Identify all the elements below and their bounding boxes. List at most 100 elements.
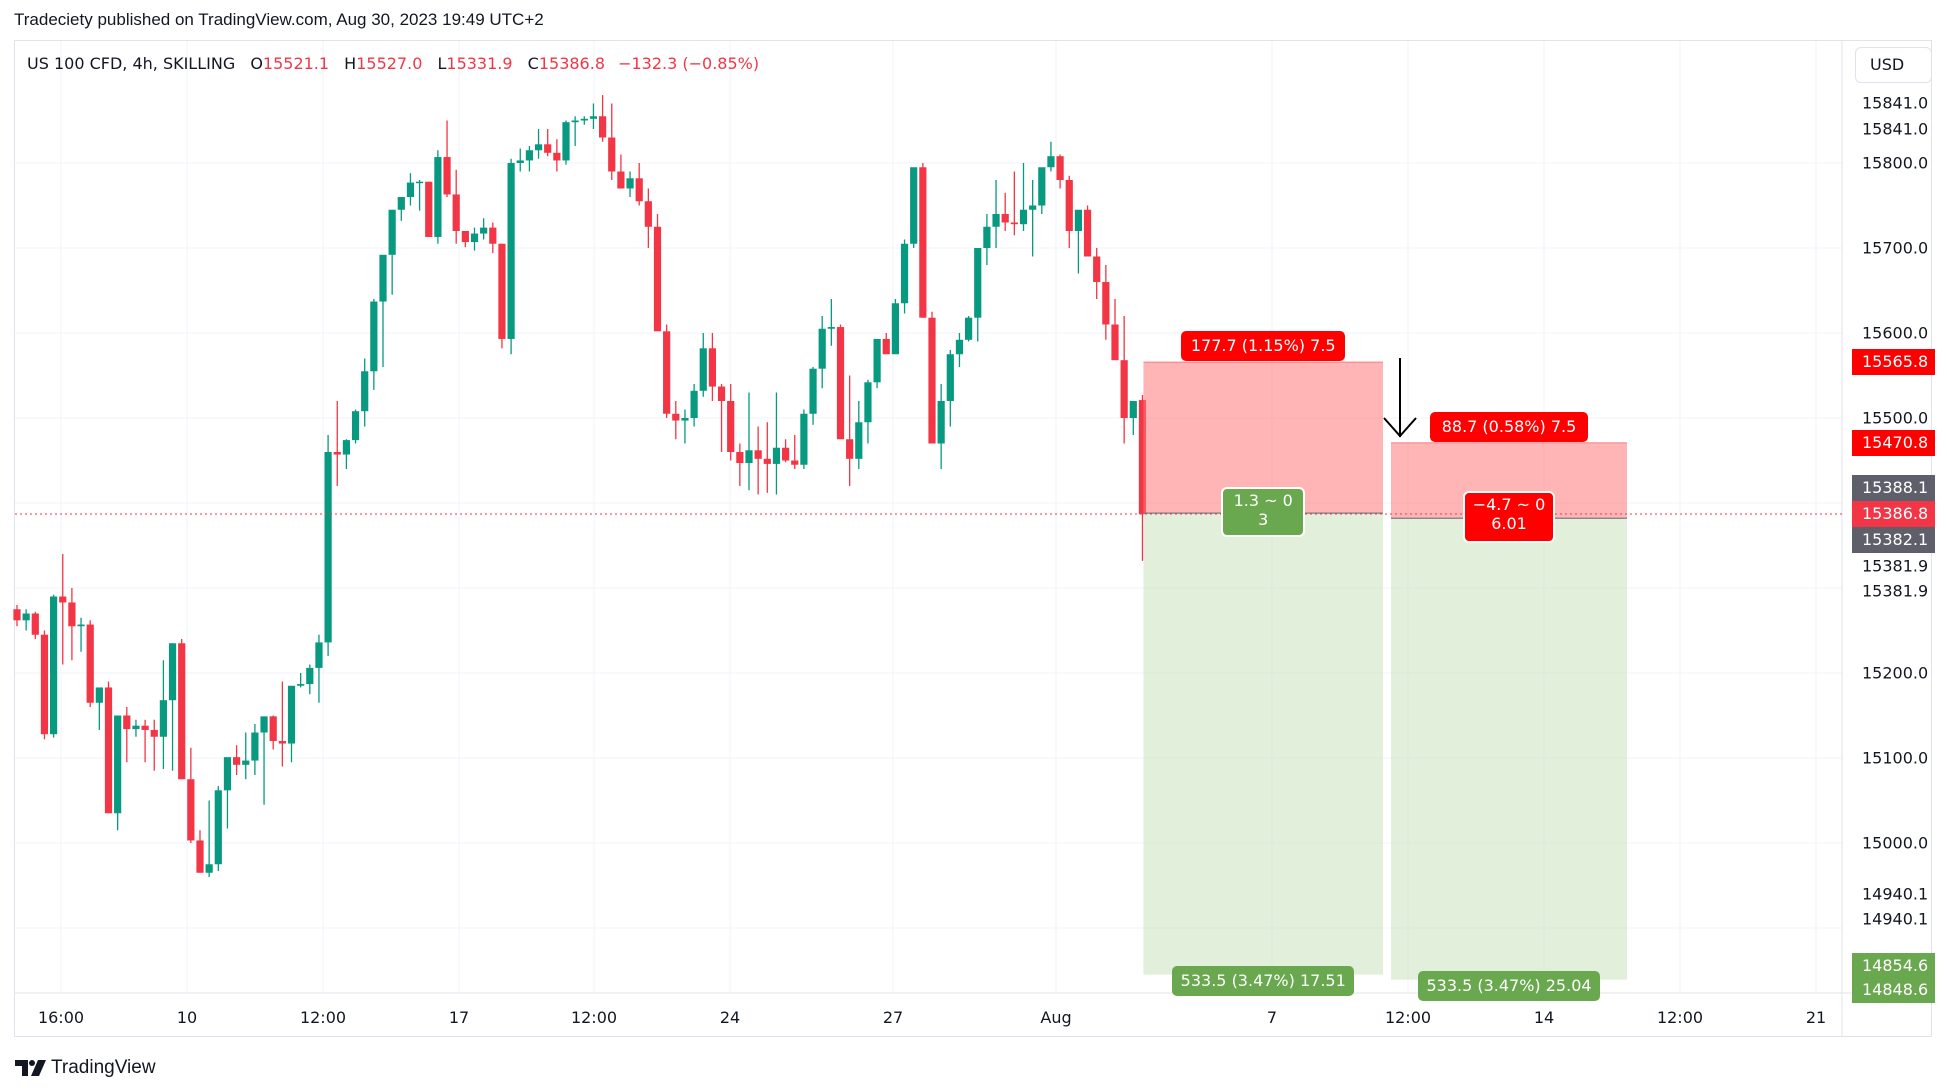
candle <box>443 120 451 197</box>
price-axis-label: 15800.0 <box>1862 153 1929 173</box>
candle <box>836 324 845 440</box>
time-axis-label: 24 <box>719 1008 741 1027</box>
price-tag: 15565.8 <box>1852 349 1935 375</box>
price-tag: 15470.8 <box>1852 430 1935 456</box>
short-position-2[interactable] <box>1391 442 1627 980</box>
candle <box>1038 167 1046 214</box>
candle <box>544 129 552 157</box>
candle <box>717 384 726 452</box>
candle <box>159 660 167 770</box>
candle <box>1138 395 1147 561</box>
time-axis-label: 16:00 <box>37 1008 85 1027</box>
candle <box>297 673 305 688</box>
candle <box>864 379 872 444</box>
candle <box>562 120 570 165</box>
candle <box>626 171 634 197</box>
candle <box>379 254 387 367</box>
symbol-name[interactable]: US 100 CFD, 4h, SKILLING <box>27 54 236 73</box>
price-tag: 15386.8 <box>1852 501 1935 527</box>
candle <box>242 732 250 780</box>
price-tag: 14854.6 <box>1852 953 1935 979</box>
tradingview-logo-icon <box>15 1060 46 1076</box>
candle <box>31 611 39 639</box>
candle <box>461 231 469 248</box>
close-value: 15386.8 <box>538 54 605 73</box>
low-label: L <box>437 54 447 73</box>
high-value: 15527.0 <box>356 54 423 73</box>
open-label: O <box>250 54 263 73</box>
candle <box>1129 401 1137 435</box>
candle <box>196 830 204 873</box>
candle <box>736 443 744 486</box>
candle <box>187 747 195 843</box>
candle <box>351 409 360 444</box>
candle <box>589 103 598 129</box>
candle <box>388 209 396 295</box>
position-stats-label-2: −4.7 ~ 0 6.01 <box>1463 491 1555 543</box>
down-arrow-icon[interactable] <box>1383 358 1417 438</box>
candle <box>214 786 222 872</box>
candle <box>40 630 49 740</box>
candle <box>699 333 707 397</box>
candle <box>1010 171 1018 236</box>
candle <box>992 180 1000 248</box>
candle <box>77 617 85 652</box>
candle <box>708 333 716 401</box>
candle <box>763 422 771 493</box>
take-profit-label-2: 533.5 (3.47%) 25.04 <box>1418 971 1600 1001</box>
candle <box>1102 265 1110 340</box>
tradingview-logo[interactable]: TradingView <box>15 1057 156 1079</box>
candle <box>965 316 973 342</box>
candle <box>470 227 479 251</box>
time-axis-label: 27 <box>882 1008 904 1027</box>
candle <box>324 435 332 656</box>
candle <box>727 384 735 461</box>
candle <box>1056 154 1064 189</box>
price-axis-label: 15600.0 <box>1862 323 1929 343</box>
candle <box>1001 192 1009 231</box>
candle <box>333 401 341 486</box>
candle <box>1111 299 1119 361</box>
candle <box>534 129 543 159</box>
price-axis-label: 15841.0 <box>1862 119 1929 139</box>
candle <box>233 745 241 775</box>
stop-loss-label-2: 88.7 (0.58%) 7.5 <box>1430 412 1588 442</box>
candle <box>22 609 30 631</box>
short-position-1[interactable] <box>1143 361 1383 975</box>
candle <box>370 299 378 390</box>
open-value: 15521.1 <box>262 54 330 73</box>
price-axis-label: 15200.0 <box>1862 663 1929 683</box>
time-axis-label: 12:00 <box>1384 1008 1432 1027</box>
time-axis-label: 21 <box>1805 1008 1827 1027</box>
candle <box>1093 248 1101 299</box>
candle <box>498 243 506 349</box>
candle <box>946 350 954 427</box>
candle <box>846 375 854 486</box>
time-axis-label: Aug <box>1040 1008 1072 1027</box>
candle <box>342 439 350 469</box>
price-axis-label: 15700.0 <box>1862 238 1929 258</box>
candle <box>635 163 643 206</box>
currency-button[interactable]: USD <box>1855 47 1932 83</box>
time-axis-label: 12:00 <box>570 1008 618 1027</box>
candle <box>553 139 561 172</box>
candle <box>983 214 991 265</box>
candle <box>525 146 533 172</box>
candle <box>827 299 835 346</box>
high-label: H <box>344 54 357 73</box>
candle <box>855 401 863 469</box>
price-axis-label: 15841.0 <box>1862 93 1929 113</box>
candle <box>59 554 67 665</box>
price-axis-label: 14940.1 <box>1862 884 1929 904</box>
candle <box>205 800 213 877</box>
candle <box>1029 180 1037 257</box>
candle <box>955 333 964 367</box>
candle <box>974 248 982 342</box>
candle <box>507 158 515 355</box>
candle <box>278 681 286 767</box>
candle <box>95 687 103 730</box>
price-tag: 15388.1 <box>1852 475 1935 501</box>
time-axis-label: 12:00 <box>1656 1008 1704 1027</box>
